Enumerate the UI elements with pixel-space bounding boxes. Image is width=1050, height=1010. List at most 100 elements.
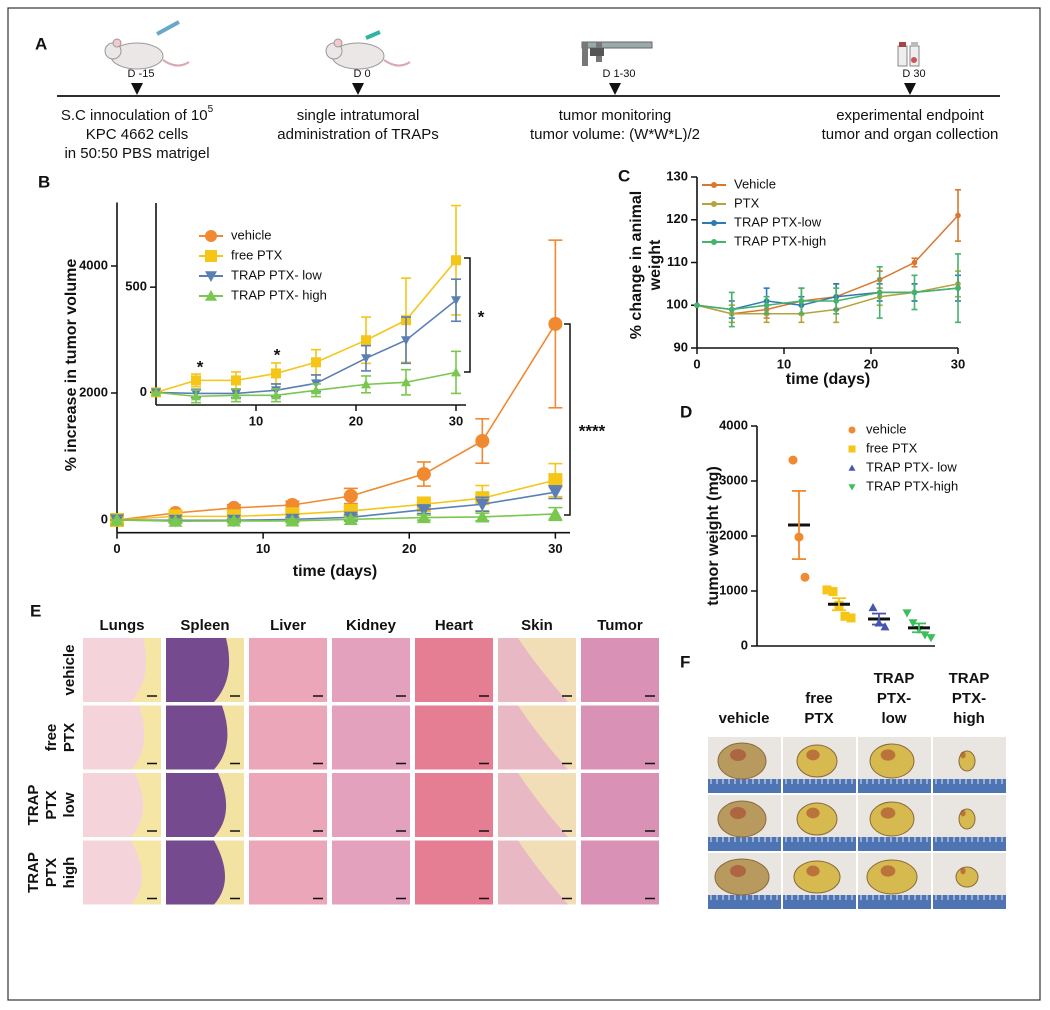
data-point bbox=[271, 390, 281, 400]
y-axis-label: weight bbox=[647, 239, 664, 291]
legend-label: TRAP PTX-high bbox=[866, 478, 958, 493]
timeline-marker bbox=[609, 83, 621, 95]
histology-tissue bbox=[83, 773, 144, 837]
error-bar bbox=[872, 612, 886, 626]
legend-label: TRAP PTX- low bbox=[866, 459, 957, 474]
data-point bbox=[110, 513, 124, 526]
legend-label: TRAP PTX-high bbox=[734, 233, 826, 248]
data-point bbox=[902, 609, 912, 618]
histology-tissue bbox=[415, 840, 493, 905]
timeline-text: administration of TRAPs bbox=[277, 126, 438, 143]
panel-label: E bbox=[30, 601, 41, 620]
photo-ruler bbox=[783, 895, 856, 909]
series-line bbox=[696, 287, 959, 311]
histology-tissue bbox=[518, 705, 576, 770]
column-header: PTX- bbox=[952, 690, 986, 707]
y-tick-label: 0 bbox=[741, 637, 748, 652]
histology-tissue bbox=[83, 638, 147, 702]
data-point bbox=[911, 289, 918, 296]
data-point bbox=[840, 611, 850, 621]
data-point bbox=[926, 634, 936, 643]
tumor bbox=[717, 742, 767, 780]
y-tick-label: 4000 bbox=[719, 417, 748, 432]
data-point bbox=[868, 603, 878, 612]
legend-label: TRAP PTX-low bbox=[734, 214, 822, 229]
y-tick-label: 100 bbox=[666, 297, 688, 312]
timeline-day: D -15 bbox=[128, 68, 155, 80]
timeline-text: tumor volume: (W*W*L)/2 bbox=[530, 126, 700, 143]
vial-icon bbox=[897, 42, 920, 67]
photo-ruler bbox=[708, 895, 781, 909]
y-axis-label: % change in animal bbox=[628, 191, 645, 339]
row-header: TRAP bbox=[25, 852, 42, 893]
y-tick-label: 130 bbox=[666, 168, 688, 183]
photo-ruler bbox=[933, 837, 1006, 851]
row-header: PTX bbox=[61, 723, 78, 752]
histology-tissue bbox=[166, 705, 228, 770]
y-axis-label: tumor weight (mg) bbox=[705, 466, 722, 606]
histology-tissue bbox=[166, 840, 225, 905]
histology-tissue bbox=[166, 638, 230, 702]
tumor-spot bbox=[960, 867, 966, 875]
histology-tissue bbox=[249, 773, 327, 837]
significance-label: * bbox=[478, 307, 485, 326]
significance-label: * bbox=[197, 357, 204, 376]
legend-label: TRAP PTX- high bbox=[231, 287, 327, 302]
row-header: PTX bbox=[43, 790, 60, 819]
timeline-text-part: S.C innoculation of 10 bbox=[61, 107, 208, 124]
row-header: vehicle bbox=[61, 645, 78, 696]
tumor bbox=[717, 800, 767, 838]
histology-tissue bbox=[581, 705, 659, 770]
timeline-text: tumor and organ collection bbox=[822, 126, 999, 143]
legend-marker bbox=[848, 426, 856, 434]
data-point bbox=[401, 336, 411, 346]
x-tick-label: 0 bbox=[693, 356, 700, 371]
column-header: PTX- bbox=[877, 690, 911, 707]
data-point bbox=[343, 512, 358, 525]
y-tick-label: 2000 bbox=[79, 384, 108, 399]
legend-marker bbox=[848, 464, 856, 471]
data-point bbox=[694, 302, 700, 309]
legend-label: TRAP PTX- low bbox=[231, 267, 322, 282]
series-line bbox=[155, 299, 457, 395]
tumor-spot bbox=[960, 809, 966, 817]
tumor bbox=[955, 866, 979, 888]
photo-ruler bbox=[858, 837, 931, 851]
data-point bbox=[361, 354, 371, 364]
data-point bbox=[763, 302, 770, 309]
legend-marker bbox=[205, 230, 217, 242]
tumor-spot bbox=[806, 807, 820, 819]
data-point bbox=[416, 504, 431, 517]
column-header: TRAP bbox=[874, 670, 915, 687]
legend-marker bbox=[711, 201, 717, 207]
tumor bbox=[869, 801, 915, 837]
y-tick-label: 500 bbox=[125, 279, 147, 294]
histology-tissue bbox=[415, 705, 493, 770]
histology-tissue bbox=[415, 773, 493, 837]
legend-label: vehicle bbox=[866, 421, 906, 436]
photo-ruler bbox=[783, 837, 856, 851]
histology-tissue bbox=[166, 773, 227, 837]
legend-marker bbox=[711, 220, 717, 226]
data-point bbox=[548, 316, 563, 331]
column-header: Kidney bbox=[346, 617, 397, 634]
y-tick-label: 90 bbox=[674, 339, 688, 354]
x-tick-label: 0 bbox=[113, 541, 120, 556]
tumor-spot bbox=[880, 749, 896, 761]
histology-tissue bbox=[83, 705, 145, 770]
data-point bbox=[475, 434, 490, 449]
histology-tissue bbox=[581, 773, 659, 837]
data-point bbox=[846, 613, 856, 623]
series-line bbox=[155, 259, 457, 394]
data-point bbox=[451, 255, 461, 266]
data-point bbox=[231, 375, 241, 386]
data-point bbox=[416, 467, 431, 482]
timeline-day: D 30 bbox=[902, 68, 925, 80]
significance-bracket bbox=[564, 323, 571, 516]
error-bar bbox=[792, 489, 806, 560]
legend-label: free PTX bbox=[231, 247, 283, 262]
data-point bbox=[231, 390, 241, 400]
y-tick-label: 1000 bbox=[719, 582, 748, 597]
histology-tissue bbox=[332, 840, 410, 905]
